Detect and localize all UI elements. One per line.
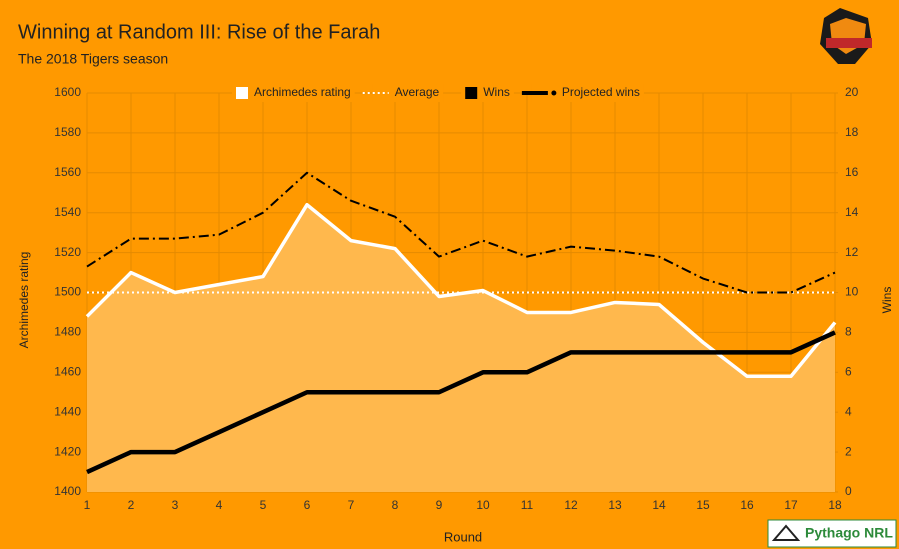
y2-tick-label: 10 (845, 285, 859, 299)
x-tick-label: 10 (476, 498, 490, 512)
x-tick-label: 8 (392, 498, 399, 512)
legend-bg (232, 84, 355, 102)
legend-label: Projected wins (562, 85, 640, 99)
x-axis-title: Round (444, 529, 482, 544)
series-line (85, 202, 837, 379)
y2-tick-label: 18 (845, 125, 859, 139)
y-tick-label: 1500 (54, 285, 81, 299)
y2-tick-label: 14 (845, 205, 859, 219)
legend-swatch (236, 87, 248, 99)
y-axis-title: Archimedes rating (17, 252, 31, 349)
x-tick-label: 2 (128, 498, 135, 512)
badge-text: Pythago NRL (805, 525, 893, 541)
legend-label: Average (395, 85, 440, 99)
legend-swatch (465, 87, 478, 99)
y-tick-label: 1600 (54, 85, 81, 99)
y2-tick-label: 16 (845, 165, 859, 179)
y-tick-label: 1540 (54, 205, 81, 219)
x-tick-label: 13 (608, 498, 622, 512)
x-tick-label: 1 (84, 498, 91, 512)
x-tick-label: 3 (172, 498, 179, 512)
y2-tick-label: 20 (845, 85, 859, 99)
chart-title: Winning at Random III: Rise of the Farah (18, 21, 380, 43)
x-tick-label: 16 (740, 498, 754, 512)
y-tick-label: 1520 (54, 245, 81, 259)
legend-dot (551, 90, 557, 96)
y-tick-label: 1480 (54, 325, 81, 339)
y2-tick-label: 2 (845, 444, 852, 458)
y-tick-label: 1580 (54, 125, 81, 139)
x-tick-label: 12 (564, 498, 578, 512)
legend-bg (372, 84, 444, 102)
y2-tick-label: 4 (845, 404, 852, 418)
y2-tick-label: 0 (845, 484, 852, 498)
logo (820, 8, 872, 64)
legend-label: Wins (483, 85, 510, 99)
y-tick-label: 1460 (54, 364, 81, 378)
y-tick-label: 1560 (54, 165, 81, 179)
legend-label: Archimedes rating (254, 85, 351, 99)
x-tick-label: 18 (828, 498, 842, 512)
x-tick-label: 9 (436, 498, 443, 512)
x-tick-label: 11 (521, 498, 534, 512)
y-tick-label: 1420 (54, 444, 81, 458)
x-tick-label: 5 (260, 498, 267, 512)
x-tick-label: 4 (216, 498, 223, 512)
y2-tick-label: 12 (845, 245, 859, 259)
chart-subtitle: The 2018 Tigers season (18, 51, 168, 67)
y2-tick-label: 8 (845, 325, 852, 339)
y2-axis-title: Wins (880, 287, 894, 314)
y2-tick-label: 6 (845, 364, 852, 378)
badge: Pythago NRL (767, 519, 897, 548)
y-tick-label: 1400 (54, 484, 81, 498)
legend: Archimedes rating Average Wins Projected wi… (232, 84, 644, 102)
y-tick-label: 1440 (54, 404, 81, 418)
series-line (86, 330, 836, 475)
x-tick-label: 6 (304, 498, 311, 512)
x-tick-label: 17 (784, 498, 798, 512)
x-tick-label: 15 (696, 498, 710, 512)
area (87, 204, 835, 492)
x-tick-label: 14 (652, 498, 666, 512)
x-tick-label: 7 (348, 498, 355, 512)
legend-bg (531, 84, 644, 102)
